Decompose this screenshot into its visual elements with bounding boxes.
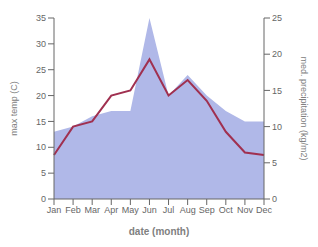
svg-text:15: 15 [272, 86, 282, 96]
svg-text:Jul: Jul [163, 205, 175, 215]
svg-text:20: 20 [272, 49, 282, 59]
svg-text:med. precipitation (kg/m2): med. precipitation (kg/m2) [299, 56, 309, 160]
svg-text:15: 15 [36, 117, 46, 127]
svg-text:5: 5 [272, 158, 277, 168]
svg-text:10: 10 [36, 142, 46, 152]
svg-text:max temp (C): max temp (C) [9, 81, 19, 136]
svg-text:Feb: Feb [65, 205, 81, 215]
svg-text:Mar: Mar [84, 205, 100, 215]
svg-text:Dec: Dec [256, 205, 273, 215]
svg-text:May: May [122, 205, 140, 215]
svg-text:20: 20 [36, 91, 46, 101]
svg-text:5: 5 [41, 168, 46, 178]
svg-text:Aug: Aug [180, 205, 196, 215]
svg-text:Jan: Jan [47, 205, 62, 215]
svg-text:date (month): date (month) [129, 226, 190, 237]
svg-text:10: 10 [272, 122, 282, 132]
svg-text:Nov: Nov [237, 205, 254, 215]
svg-text:25: 25 [272, 13, 282, 23]
svg-text:30: 30 [36, 39, 46, 49]
svg-text:25: 25 [36, 65, 46, 75]
svg-text:35: 35 [36, 13, 46, 23]
svg-text:0: 0 [41, 194, 46, 204]
svg-text:Oct: Oct [219, 205, 234, 215]
svg-text:Apr: Apr [104, 205, 118, 215]
svg-text:0: 0 [272, 194, 277, 204]
svg-text:Sep: Sep [199, 205, 215, 215]
svg-text:Jun: Jun [142, 205, 157, 215]
